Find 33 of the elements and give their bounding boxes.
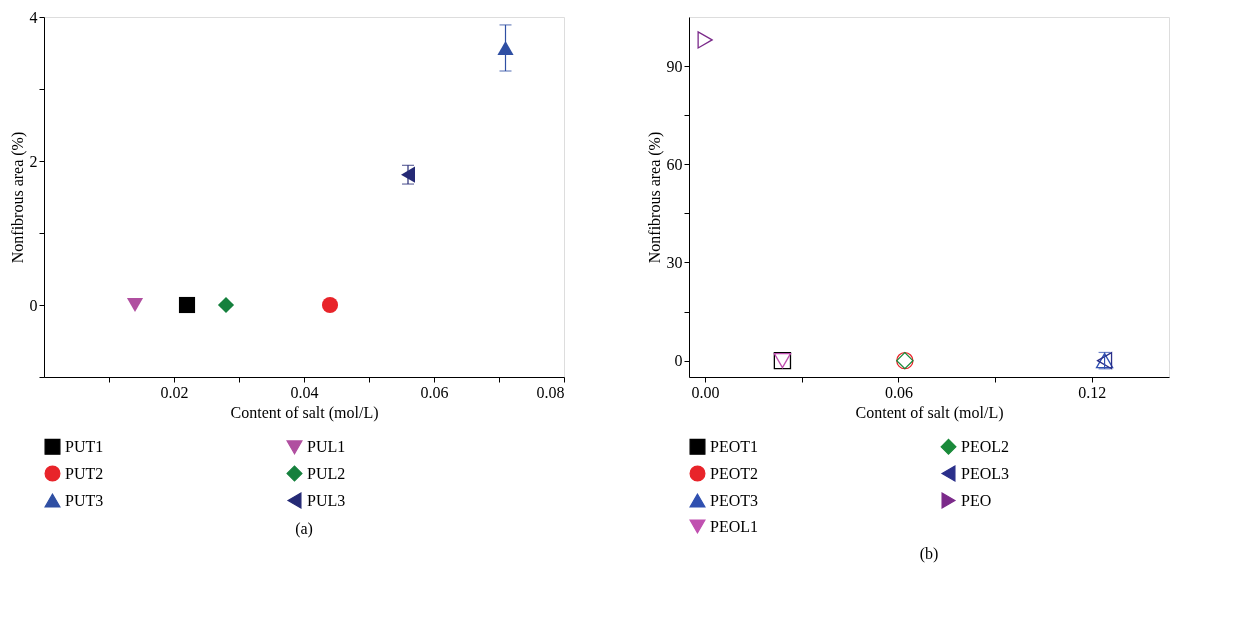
y-axis-title: Nonfibrous area (%) — [645, 131, 664, 264]
legend-label: PEOL1 — [710, 517, 758, 535]
x-tick-label: 0.04 — [290, 383, 319, 401]
x-tick-label: 0.00 — [691, 383, 720, 401]
y-tick-label: 2 — [29, 152, 38, 170]
legend-label: PUL2 — [307, 464, 346, 482]
legend-label: PUT1 — [65, 437, 104, 455]
x-tick-label: 0.02 — [160, 383, 189, 401]
x-tick-label: 0.08 — [536, 383, 565, 401]
legend-label: PEOT3 — [710, 491, 758, 509]
x-axis-title: Content of salt (mol/L) — [230, 403, 379, 422]
y-tick-label: 0 — [29, 296, 38, 314]
y-tick-label: 60 — [666, 155, 683, 173]
x-tick-label: 0.12 — [1078, 383, 1107, 401]
y-tick-label: 4 — [29, 8, 38, 26]
x-tick-label: 0.06 — [420, 383, 449, 401]
legend-label: PUT3 — [65, 491, 104, 509]
y-axis-title: Nonfibrous area (%) — [8, 131, 27, 264]
legend-label: PEOT2 — [710, 464, 758, 482]
legend-label: PEO — [961, 491, 992, 509]
legend-label: PEOL3 — [961, 464, 1009, 482]
legend-label: PUT2 — [65, 464, 104, 482]
legend-label: PUL3 — [307, 491, 346, 509]
y-tick-label: 0 — [674, 352, 683, 370]
text: (a) — [295, 520, 313, 538]
y-tick-label: 30 — [666, 253, 683, 271]
x-tick-label: 0.06 — [884, 383, 913, 401]
text: (b) — [919, 545, 939, 563]
legend-label: PEOT1 — [710, 437, 758, 455]
x-axis-title: Content of salt (mol/L) — [855, 403, 1004, 422]
legend-label: PUL1 — [307, 438, 346, 456]
y-tick-label: 90 — [666, 57, 683, 75]
legend-label: PEOL2 — [961, 437, 1009, 455]
